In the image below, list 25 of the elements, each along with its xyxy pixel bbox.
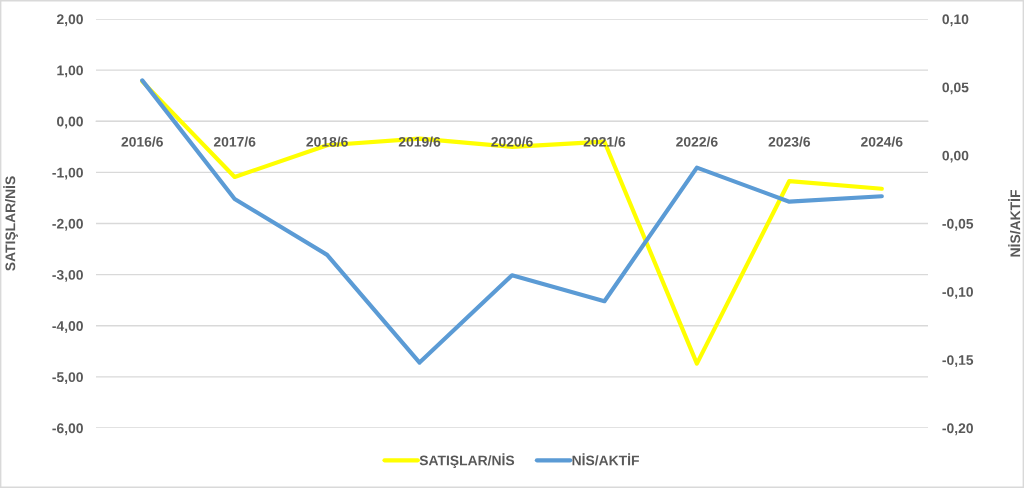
y-tick-label: 1,00 xyxy=(57,65,83,78)
y-tick-label: 0,00 xyxy=(57,116,83,129)
y2-axis-title: NİS/AKTİF xyxy=(1008,190,1021,257)
y-tick-label: -4,00 xyxy=(52,321,83,333)
y-tick-label: -2,00 xyxy=(52,218,83,231)
y-tick-label: -1,00 xyxy=(52,167,83,180)
y2-tick-label: -0,20 xyxy=(942,423,973,436)
x-tick-label: 2024/6 xyxy=(861,136,903,147)
x-tick-label: 2016/6 xyxy=(121,136,163,147)
y-axis-title: SATIŞLAR/NİS xyxy=(3,176,18,271)
y2-tick-label: 0,00 xyxy=(942,150,969,163)
legend-label: SATIŞLAR/NİS xyxy=(419,453,515,469)
y2-tick-label: -0,15 xyxy=(942,355,974,368)
y2-tick-label: -0,10 xyxy=(942,287,973,299)
y-tick-label: -3,00 xyxy=(52,269,83,282)
y-tick-label: -6,00 xyxy=(52,423,83,436)
x-tick-label: 2023/6 xyxy=(768,136,811,147)
y-tick-label: -5,00 xyxy=(52,372,83,385)
x-tick-label: 2022/6 xyxy=(676,136,718,147)
y2-tick-label: 0,10 xyxy=(942,14,969,27)
y2-tick-label: -0,05 xyxy=(942,218,974,231)
legend-label: NİS/AKTİF xyxy=(572,453,639,466)
y-tick-label: 2,00 xyxy=(56,14,83,27)
y2-tick-label: 0,05 xyxy=(942,82,969,95)
x-tick-label: 2017/6 xyxy=(213,136,256,147)
